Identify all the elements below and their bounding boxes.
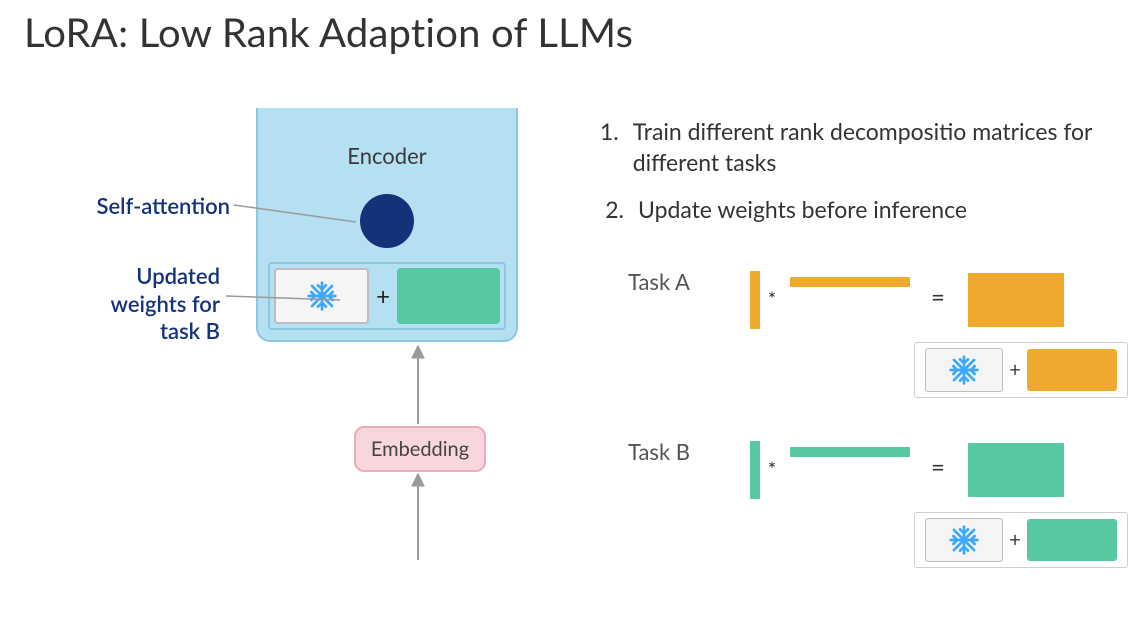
task-a-equation: *= bbox=[742, 260, 1142, 340]
plus-symbol: + bbox=[375, 282, 391, 311]
steps-list: 1. Train different rank decompositio mat… bbox=[594, 116, 1134, 241]
svg-text:=: = bbox=[931, 453, 945, 482]
svg-text:=: = bbox=[931, 283, 945, 312]
frozen-weights-small bbox=[925, 518, 1003, 562]
snowflake-icon bbox=[306, 280, 338, 312]
snowflake-icon bbox=[948, 524, 980, 556]
plus-symbol: + bbox=[1009, 358, 1021, 382]
updated-weights-label: Updated weights for task B bbox=[60, 262, 220, 345]
frozen-weights-small bbox=[925, 348, 1003, 392]
list-num-2: 2. bbox=[594, 194, 624, 225]
page-title: LoRA: Low Rank Adaption of LLMs bbox=[24, 8, 633, 56]
list-num-1: 1. bbox=[594, 116, 619, 178]
delta-weights-task-b bbox=[397, 268, 500, 324]
encoder-weights-row: + bbox=[268, 262, 506, 330]
list-item: 2. Update weights before inference bbox=[594, 194, 1134, 225]
list-text-1: Train different rank decompositio matric… bbox=[633, 116, 1134, 178]
self-attention-node bbox=[360, 194, 414, 248]
updated-weights-line2: weights for bbox=[60, 290, 220, 318]
task-a-delta-small bbox=[1027, 349, 1117, 391]
svg-text:*: * bbox=[768, 458, 777, 482]
snowflake-icon bbox=[948, 354, 980, 386]
encoder-block: Encoder + bbox=[256, 108, 518, 342]
frozen-weights-box bbox=[274, 268, 369, 324]
self-attention-label: Self-attention bbox=[40, 192, 230, 219]
list-text-2: Update weights before inference bbox=[638, 194, 967, 225]
task-b-equation: *= bbox=[742, 430, 1142, 510]
task-b-label: Task B bbox=[628, 438, 690, 465]
task-a-sum-row: + bbox=[914, 342, 1128, 398]
task-a-label: Task A bbox=[628, 268, 690, 295]
encoder-label: Encoder bbox=[258, 142, 516, 169]
task-b-delta-small bbox=[1027, 519, 1117, 561]
svg-text:*: * bbox=[768, 288, 777, 312]
task-b-sum-row: + bbox=[914, 512, 1128, 568]
lora-slide: LoRA: Low Rank Adaption of LLMs Encoder bbox=[0, 0, 1142, 620]
list-item: 1. Train different rank decompositio mat… bbox=[594, 116, 1134, 178]
updated-weights-line1: Updated bbox=[60, 262, 220, 290]
embedding-box: Embedding bbox=[354, 426, 486, 472]
updated-weights-line3: task B bbox=[60, 317, 220, 345]
plus-symbol: + bbox=[1009, 528, 1021, 552]
